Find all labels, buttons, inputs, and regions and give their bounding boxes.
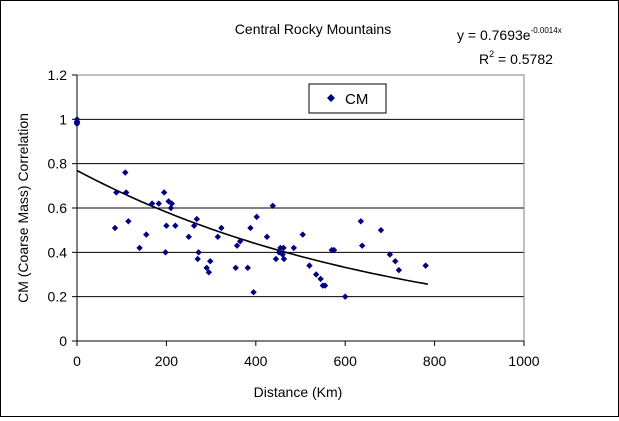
data-point bbox=[172, 222, 179, 229]
data-point bbox=[272, 255, 280, 263]
data-point bbox=[190, 222, 198, 229]
data-point bbox=[253, 213, 260, 221]
data-point bbox=[280, 255, 288, 263]
data-point bbox=[321, 282, 329, 289]
data-point bbox=[125, 218, 132, 225]
equation-base: y = 0.7693e bbox=[457, 27, 531, 43]
data-point bbox=[306, 262, 313, 269]
data-point bbox=[194, 255, 201, 263]
data-point bbox=[357, 218, 365, 225]
r2-value: = 0.5782 bbox=[494, 51, 553, 67]
data-point bbox=[392, 258, 399, 265]
data-point bbox=[236, 238, 244, 245]
data-point bbox=[377, 226, 385, 234]
y-tick-label: 1.2 bbox=[48, 67, 68, 83]
data-point bbox=[203, 264, 210, 272]
data-point bbox=[386, 251, 394, 258]
y-tick-label: 0.4 bbox=[48, 244, 68, 260]
data-point bbox=[244, 264, 251, 272]
r-squared-label: R2 = 0.5782 bbox=[479, 49, 553, 67]
y-tick-label: 0.6 bbox=[48, 200, 68, 216]
legend-marker-icon bbox=[327, 94, 335, 102]
data-point bbox=[218, 224, 225, 232]
data-point bbox=[232, 264, 239, 272]
data-point bbox=[422, 262, 429, 269]
data-point bbox=[299, 231, 306, 238]
data-point bbox=[342, 293, 349, 300]
data-point bbox=[205, 269, 213, 276]
chart-title: Central Rocky Mountains bbox=[235, 21, 391, 37]
data-point bbox=[155, 200, 163, 207]
data-point bbox=[167, 204, 175, 212]
data-point bbox=[136, 244, 143, 252]
y-tick-label: 0.8 bbox=[48, 156, 68, 172]
r2-base: R bbox=[479, 51, 489, 67]
data-point bbox=[195, 249, 202, 256]
data-point bbox=[317, 275, 324, 283]
data-point bbox=[358, 242, 366, 249]
data-point bbox=[160, 189, 168, 196]
data-point bbox=[263, 233, 271, 241]
trendline bbox=[76, 169, 429, 285]
data-point bbox=[185, 233, 192, 241]
data-point bbox=[163, 222, 170, 229]
x-tick-label: 1000 bbox=[508, 353, 539, 369]
data-point bbox=[269, 202, 276, 209]
x-tick-label: 800 bbox=[423, 353, 447, 369]
y-axis-label: CM (Coarse Mass) Correlation bbox=[15, 113, 31, 303]
data-point bbox=[148, 200, 156, 207]
data-point bbox=[250, 289, 257, 296]
data-point bbox=[122, 189, 130, 196]
data-point bbox=[73, 120, 81, 127]
y-tick-label: 1 bbox=[59, 111, 67, 127]
y-tick-label: 0.2 bbox=[48, 289, 68, 305]
data-point bbox=[122, 169, 129, 176]
data-point bbox=[168, 200, 175, 207]
data-point bbox=[233, 242, 241, 249]
data-point bbox=[162, 249, 169, 256]
data-point bbox=[111, 224, 119, 232]
x-axis-ticks: 0 200 400 600 800 1000 bbox=[73, 341, 540, 369]
data-point bbox=[207, 258, 214, 265]
x-tick-label: 0 bbox=[73, 353, 81, 369]
trendline-equation: y = 0.7693e-0.0014x bbox=[457, 26, 562, 43]
x-axis-label: Distance (Km) bbox=[254, 384, 343, 400]
data-point bbox=[395, 266, 403, 274]
x-tick-label: 200 bbox=[155, 353, 179, 369]
data-point bbox=[143, 231, 150, 238]
data-point bbox=[280, 244, 287, 252]
y-tick-label: 0 bbox=[59, 333, 67, 349]
y-axis-ticks: 0 0.2 0.4 0.6 0.8 1 1.2 bbox=[48, 67, 77, 349]
x-tick-label: 400 bbox=[244, 353, 268, 369]
data-point bbox=[214, 233, 222, 241]
data-point bbox=[330, 246, 338, 254]
x-tick-label: 600 bbox=[334, 353, 358, 369]
data-point bbox=[312, 271, 320, 278]
r2-superscript: 2 bbox=[489, 49, 494, 59]
data-point bbox=[247, 224, 254, 232]
data-point bbox=[113, 189, 120, 196]
legend-label: CM bbox=[345, 91, 368, 108]
equation-exponent: -0.0014x bbox=[531, 26, 562, 35]
data-point bbox=[193, 215, 200, 223]
gridlines bbox=[77, 74, 524, 298]
data-points bbox=[73, 116, 429, 300]
data-point bbox=[290, 244, 297, 252]
legend-box bbox=[308, 83, 387, 114]
legend: CM bbox=[308, 83, 387, 114]
